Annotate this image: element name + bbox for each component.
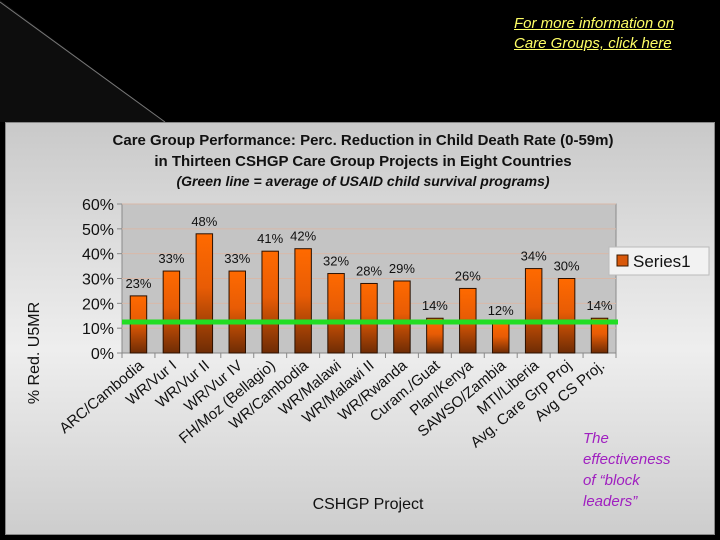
y-tick-label: 10% xyxy=(82,321,114,338)
data-label: 23% xyxy=(125,276,151,291)
bar xyxy=(228,270,247,354)
y-axis-title: % Red. U5MR xyxy=(26,302,43,404)
bar xyxy=(294,248,312,354)
y-tick-label: 50% xyxy=(82,222,114,239)
data-label: 33% xyxy=(224,251,250,266)
note-line-2: effectiveness xyxy=(583,451,671,468)
note-line-1: The xyxy=(583,430,609,447)
x-axis-title: CSHGP Project xyxy=(313,496,424,513)
bar-chart: Care Group Performance: Perc. Reduction … xyxy=(26,132,710,513)
bar xyxy=(360,282,378,354)
chart-subtitle: (Green line = average of USAID child sur… xyxy=(176,173,549,189)
data-label: 30% xyxy=(554,259,580,274)
data-label: 42% xyxy=(290,229,316,244)
chart-title-line2: in Thirteen CSHGP Care Group Projects in… xyxy=(154,153,571,170)
bar xyxy=(524,268,543,354)
data-label: 29% xyxy=(389,261,415,276)
y-tick-label: 0% xyxy=(91,346,114,363)
link-line-1[interactable]: For more information on xyxy=(514,15,675,32)
data-label: 26% xyxy=(455,268,481,283)
y-tick-label: 20% xyxy=(82,296,114,313)
data-label: 12% xyxy=(488,303,514,318)
chart-title: Care Group Performance: Perc. Reduction … xyxy=(113,132,614,149)
bar xyxy=(261,250,279,354)
plot-area: 0%10%20%30%40%50%60%23%ARC/Cambodia33%WR… xyxy=(56,197,618,451)
data-label: 34% xyxy=(521,249,547,264)
note-line-3: of “block xyxy=(583,472,640,489)
y-tick-label: 30% xyxy=(82,272,114,289)
bar xyxy=(426,317,444,354)
data-label: 14% xyxy=(587,298,613,313)
y-tick-label: 40% xyxy=(82,247,114,264)
diagonal-line xyxy=(0,1,166,123)
legend-swatch xyxy=(616,254,629,267)
block-leaders-note: The effectiveness of “block leaders” xyxy=(583,428,713,512)
legend: Series1 xyxy=(608,246,710,276)
bar xyxy=(393,280,411,354)
bar xyxy=(162,270,181,354)
data-label: 32% xyxy=(323,254,349,269)
chart-panel: Care Group Performance: Perc. Reduction … xyxy=(5,122,715,535)
bar xyxy=(327,273,345,354)
care-groups-info-link[interactable]: For more information on Care Groups, cli… xyxy=(514,14,714,54)
data-label: 41% xyxy=(257,231,283,246)
bar xyxy=(590,317,609,354)
note-line-4: leaders” xyxy=(583,493,638,510)
data-label: 48% xyxy=(191,214,217,229)
bar xyxy=(492,322,510,354)
y-tick-label: 60% xyxy=(82,197,114,214)
bar xyxy=(557,278,576,354)
data-label: 28% xyxy=(356,263,382,278)
legend-label: Series1 xyxy=(633,252,691,271)
data-label: 14% xyxy=(422,298,448,313)
link-line-2[interactable]: Care Groups, click here xyxy=(514,35,672,52)
bar xyxy=(195,233,214,354)
data-label: 33% xyxy=(158,251,184,266)
